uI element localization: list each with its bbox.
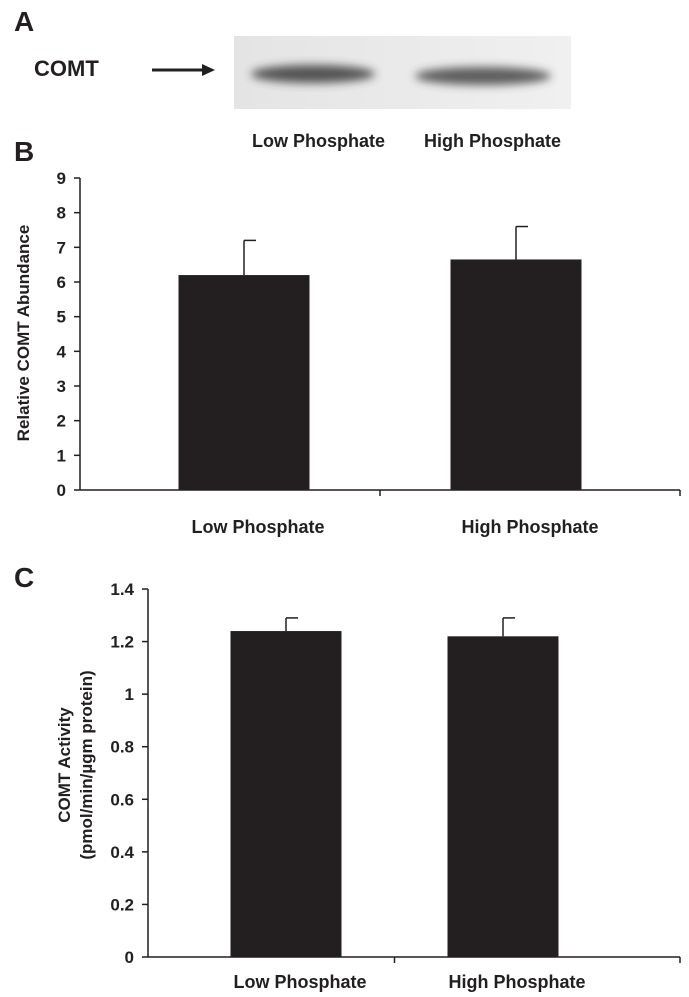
bar <box>450 259 582 490</box>
panel-letter-a: A <box>14 6 35 37</box>
y-axis-title: COMT Activity <box>55 707 74 823</box>
blot-band-low <box>251 65 375 83</box>
x-category-label: Low Phosphate <box>191 517 324 537</box>
y-tick-label: 5 <box>57 308 66 327</box>
y-tick-label: 1.4 <box>110 580 134 599</box>
lane-label-low: Low Phosphate <box>252 131 386 151</box>
y-tick-label: 0.8 <box>110 738 134 757</box>
y-tick-label: 0.4 <box>110 843 134 862</box>
panel-letter-c: C <box>14 562 35 593</box>
y-tick-label: 7 <box>57 238 66 257</box>
x-category-label: High Phosphate <box>448 972 585 992</box>
y-tick-label: 0.2 <box>110 895 134 914</box>
y-tick-label: 1.2 <box>110 633 134 652</box>
bar <box>447 636 559 957</box>
y-tick-label: 0.6 <box>110 790 134 809</box>
y-tick-label: 1 <box>125 685 134 704</box>
y-axis-title: Relative COMT Abundance <box>14 225 33 442</box>
bar <box>178 275 310 490</box>
blot-protein-label: COMT <box>34 56 99 81</box>
panel-letter-b: B <box>14 136 35 167</box>
arrow-icon <box>152 64 215 76</box>
y-tick-label: 6 <box>57 273 66 292</box>
y-tick-label: 9 <box>57 169 66 188</box>
y-tick-label: 3 <box>57 377 66 396</box>
blot-band-high <box>415 67 551 85</box>
x-category-label: Low Phosphate <box>233 972 366 992</box>
y-axis-title: (pmol/min/µgm protein) <box>77 670 96 859</box>
lane-label-high: High Phosphate <box>424 131 562 151</box>
y-tick-label: 2 <box>57 412 66 431</box>
y-tick-label: 0 <box>57 481 66 500</box>
y-tick-label: 8 <box>57 204 66 223</box>
y-tick-label: 4 <box>57 342 67 361</box>
bar <box>230 631 342 957</box>
y-tick-label: 0 <box>125 948 134 967</box>
x-category-label: High Phosphate <box>461 517 598 537</box>
y-tick-label: 1 <box>57 446 66 465</box>
